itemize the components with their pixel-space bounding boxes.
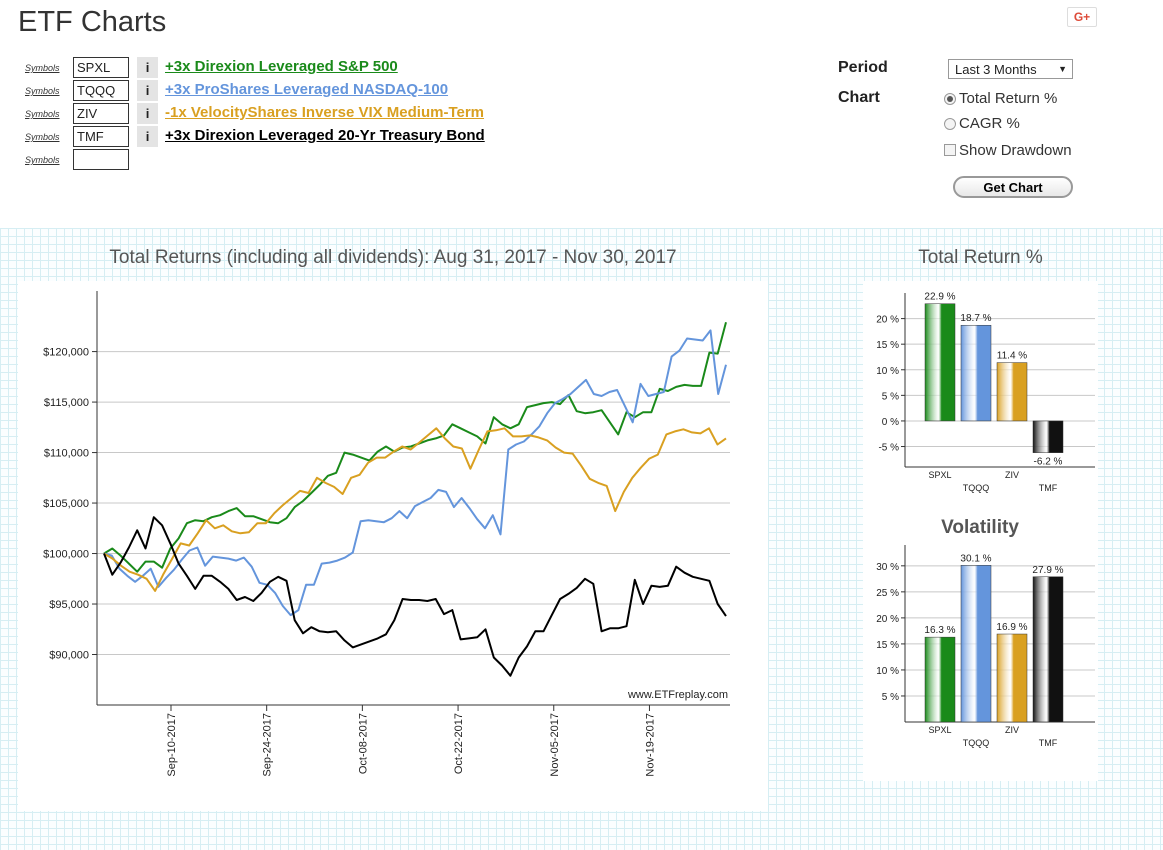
category-label: ZIV	[1005, 725, 1019, 735]
x-tick-label: Nov-05-2017	[549, 713, 561, 777]
period-select[interactable]: Last 3 Months ▼	[948, 59, 1073, 79]
bar-value-label: 11.4 %	[997, 351, 1027, 362]
x-tick-label: Sep-24-2017	[262, 713, 274, 777]
y-tick-label: 10 %	[876, 666, 899, 677]
total-returns-line-chart: $90,000 $95,000 $100,000 $105,000 $110,000 $1…	[18, 281, 768, 811]
checkbox-show-drawdown-label: Show Drawdown	[959, 142, 1072, 159]
page-title: ETF Charts	[18, 6, 167, 38]
fund-description-link[interactable]: +3x ProShares Leveraged NASDAQ-100	[165, 81, 449, 98]
bar-value-label: 16.3 %	[924, 625, 955, 636]
bar-value-label: 16.9 %	[996, 622, 1027, 633]
google-plus-share-button[interactable]: G+	[1067, 7, 1097, 27]
y-tick-label: 20 %	[876, 315, 899, 326]
fund-description-link[interactable]: +3x Direxion Leveraged 20-Yr Treasury Bo…	[165, 127, 485, 144]
y-tick-label: $90,000	[49, 650, 89, 662]
bar-value-label: 22.9 %	[924, 292, 955, 303]
radio-cagr-label: CAGR %	[959, 115, 1020, 132]
symbol-input[interactable]	[73, 149, 129, 170]
symbol-input[interactable]: TQQQ	[73, 80, 129, 101]
symbols-lookup-link[interactable]: Symbols	[25, 109, 60, 119]
bar-ziv	[996, 362, 1028, 422]
info-button[interactable]: i	[137, 126, 158, 147]
info-button[interactable]: i	[137, 57, 158, 78]
y-tick-label: 0 %	[882, 417, 899, 428]
category-label: TMF	[1039, 738, 1058, 748]
y-tick-label: 25 %	[876, 588, 899, 599]
period-label: Period	[838, 59, 888, 76]
info-button[interactable]: i	[137, 80, 158, 101]
bar-charts-svg: -5 % 0 % 5 % 10 % 15 % 20 % 22.9 % SPXL 18.7 % TQ…	[876, 292, 1095, 748]
bar-tqqq	[960, 565, 992, 723]
bar-tmf	[1032, 420, 1064, 453]
y-tick-label: 5 %	[882, 692, 899, 703]
symbols-lookup-link[interactable]: Symbols	[25, 86, 60, 96]
fund-description-link[interactable]: +3x Direxion Leveraged S&P 500	[165, 58, 398, 75]
y-tick-label: 30 %	[876, 562, 899, 573]
bar-tqqq	[960, 324, 992, 422]
y-tick-label: $115,000	[44, 397, 89, 409]
get-chart-button[interactable]: Get Chart	[953, 176, 1073, 198]
category-label: TMF	[1039, 483, 1058, 493]
y-tick-label: 15 %	[876, 640, 899, 651]
volatility-chart-title: Volatility	[941, 517, 1019, 538]
symbol-input[interactable]: ZIV	[73, 103, 129, 124]
y-tick-label: 15 %	[876, 340, 899, 351]
bar-value-label: 30.1 %	[960, 553, 991, 564]
y-tick-label: -5 %	[878, 443, 899, 454]
y-tick-label: $105,000	[43, 498, 89, 510]
symbols-lookup-link[interactable]: Symbols	[25, 132, 60, 142]
checkbox-icon[interactable]	[944, 144, 956, 156]
chart-label: Chart	[838, 89, 880, 106]
bar-spxl	[924, 303, 956, 422]
bar-value-label: 18.7 %	[960, 313, 991, 324]
y-tick-label: $100,000	[43, 549, 89, 561]
y-tick-label: 5 %	[882, 391, 899, 402]
total-return-chart-title: Total Return %	[918, 247, 1043, 268]
line-chart-svg: $90,000 $95,000 $100,000 $105,000 $110,000 $1…	[43, 291, 730, 777]
y-tick-label: $110,000	[44, 448, 89, 460]
watermark: www.ETFreplay.com	[627, 689, 728, 701]
series-line-tqqq	[103, 329, 727, 617]
radio-total-return-label: Total Return %	[959, 90, 1058, 107]
info-button[interactable]: i	[137, 103, 158, 124]
side-bar-charts: -5 % 0 % 5 % 10 % 15 % 20 % 22.9 % SPXL 18.7 % TQ…	[863, 281, 1098, 781]
series-line-tmf	[103, 516, 727, 677]
y-tick-label: $95,000	[49, 599, 89, 611]
x-tick-label: Oct-22-2017	[453, 713, 465, 774]
x-tick-label: Oct-08-2017	[357, 713, 369, 774]
category-label: TQQQ	[963, 738, 990, 748]
bar-ziv	[996, 633, 1028, 723]
bar-value-label: 27.9 %	[1032, 565, 1063, 576]
y-tick-label: 10 %	[876, 366, 899, 377]
fund-description-link[interactable]: -1x VelocityShares Inverse VIX Medium-Te…	[165, 104, 485, 121]
y-tick-label: $120,000	[43, 347, 89, 359]
x-tick-label: Sep-10-2017	[166, 713, 178, 777]
radio-unchecked-icon[interactable]	[944, 118, 956, 130]
chevron-down-icon: ▼	[1058, 64, 1067, 74]
category-label: SPXL	[928, 470, 951, 480]
symbol-input[interactable]: SPXL	[73, 57, 129, 78]
category-label: SPXL	[928, 725, 951, 735]
symbols-lookup-link[interactable]: Symbols	[25, 63, 60, 73]
radio-checked-icon[interactable]	[944, 93, 956, 105]
period-selected-value: Last 3 Months	[955, 62, 1037, 77]
symbols-lookup-link[interactable]: Symbols	[25, 155, 60, 165]
main-chart-title: Total Returns (including all dividends):…	[109, 247, 677, 268]
symbol-input[interactable]: TMF	[73, 126, 129, 147]
bar-tmf	[1032, 576, 1064, 723]
y-tick-label: 20 %	[876, 614, 899, 625]
bar-spxl	[924, 636, 956, 723]
x-tick-label: Nov-19-2017	[644, 713, 656, 777]
category-label: ZIV	[1005, 470, 1019, 480]
category-label: TQQQ	[963, 483, 990, 493]
bar-value-label: -6.2 %	[1034, 457, 1063, 468]
series-line-ziv	[103, 427, 727, 592]
